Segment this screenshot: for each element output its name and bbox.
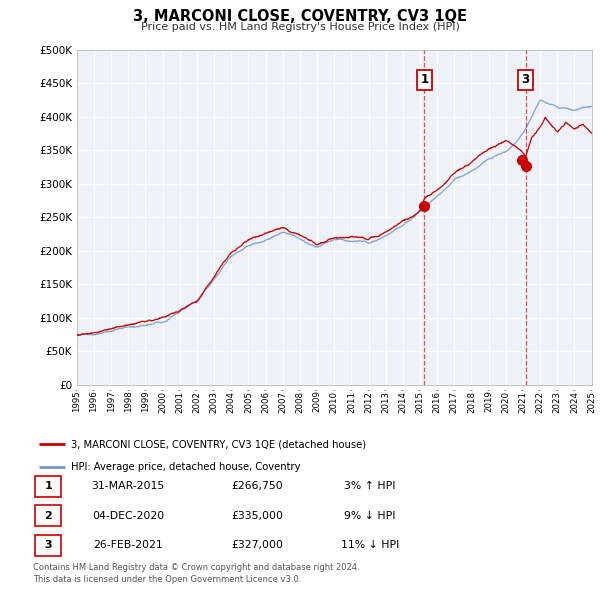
- Text: 2005: 2005: [244, 391, 253, 412]
- Text: 1999: 1999: [141, 391, 150, 412]
- Text: 1997: 1997: [107, 391, 116, 412]
- Text: 1998: 1998: [124, 391, 133, 412]
- Text: 2013: 2013: [381, 391, 390, 412]
- Text: 2020: 2020: [502, 391, 510, 412]
- Text: Price paid vs. HM Land Registry's House Price Index (HPI): Price paid vs. HM Land Registry's House …: [140, 22, 460, 32]
- Text: 2014: 2014: [398, 391, 407, 412]
- Text: 11% ↓ HPI: 11% ↓ HPI: [341, 540, 399, 550]
- FancyBboxPatch shape: [35, 505, 61, 526]
- Text: 26-FEB-2021: 26-FEB-2021: [93, 540, 163, 550]
- Text: 2: 2: [44, 511, 52, 520]
- Text: 2023: 2023: [553, 391, 562, 412]
- Text: 1: 1: [44, 481, 52, 491]
- Text: 04-DEC-2020: 04-DEC-2020: [92, 511, 164, 520]
- Text: 2019: 2019: [484, 391, 493, 412]
- Text: 2016: 2016: [433, 391, 442, 412]
- Text: 2008: 2008: [295, 391, 304, 412]
- Text: £335,000: £335,000: [232, 511, 284, 520]
- Text: 2022: 2022: [536, 391, 545, 412]
- Text: 3: 3: [521, 73, 530, 86]
- Text: Contains HM Land Registry data © Crown copyright and database right 2024.: Contains HM Land Registry data © Crown c…: [33, 563, 359, 572]
- Text: 31-MAR-2015: 31-MAR-2015: [91, 481, 164, 491]
- Text: 1995: 1995: [73, 391, 82, 412]
- Text: 2006: 2006: [261, 391, 270, 412]
- Text: HPI: Average price, detached house, Coventry: HPI: Average price, detached house, Cove…: [71, 463, 301, 473]
- Text: 2017: 2017: [450, 391, 459, 412]
- Text: 2003: 2003: [209, 391, 218, 412]
- Text: 2007: 2007: [278, 391, 287, 412]
- Text: 3, MARCONI CLOSE, COVENTRY, CV3 1QE: 3, MARCONI CLOSE, COVENTRY, CV3 1QE: [133, 9, 467, 24]
- Text: 2012: 2012: [364, 391, 373, 412]
- Text: 2015: 2015: [415, 391, 425, 412]
- Text: 2002: 2002: [193, 391, 202, 412]
- Text: 3, MARCONI CLOSE, COVENTRY, CV3 1QE (detached house): 3, MARCONI CLOSE, COVENTRY, CV3 1QE (det…: [71, 439, 366, 449]
- Text: 2025: 2025: [587, 391, 596, 412]
- Text: 2018: 2018: [467, 391, 476, 412]
- Text: 2001: 2001: [175, 391, 184, 412]
- Text: 2024: 2024: [570, 391, 579, 412]
- Text: This data is licensed under the Open Government Licence v3.0.: This data is licensed under the Open Gov…: [33, 575, 301, 584]
- FancyBboxPatch shape: [35, 476, 61, 497]
- Text: 1: 1: [420, 73, 428, 86]
- Text: 3% ↑ HPI: 3% ↑ HPI: [344, 481, 396, 491]
- Text: 2011: 2011: [347, 391, 356, 412]
- Text: £327,000: £327,000: [232, 540, 284, 550]
- Text: 2010: 2010: [330, 391, 338, 412]
- Text: 2000: 2000: [158, 391, 167, 412]
- Text: 3: 3: [44, 540, 52, 550]
- FancyBboxPatch shape: [35, 535, 61, 556]
- Text: 2009: 2009: [313, 391, 322, 412]
- Text: £266,750: £266,750: [232, 481, 284, 491]
- Text: 2004: 2004: [227, 391, 236, 412]
- Text: 2021: 2021: [518, 391, 527, 412]
- Text: 1996: 1996: [89, 391, 98, 412]
- Text: 9% ↓ HPI: 9% ↓ HPI: [344, 511, 396, 520]
